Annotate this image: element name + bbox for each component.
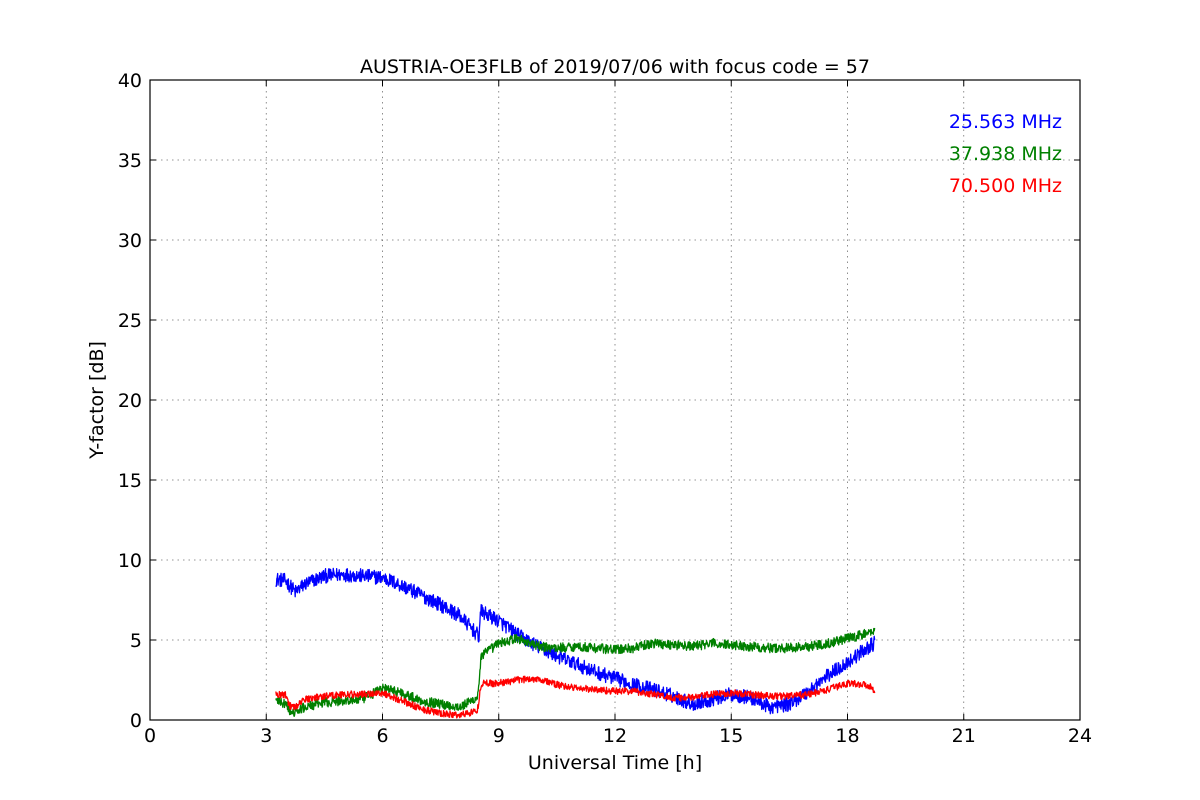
legend: 25.563 MHz 37.938 MHz 70.500 MHz [949, 111, 1062, 197]
y-tick-label: 10 [118, 550, 142, 572]
y-tick-label: 25 [118, 310, 142, 332]
series-layer [275, 567, 876, 719]
y-tick-label: 40 [118, 70, 142, 92]
x-tick-label: 0 [144, 725, 156, 747]
y-tick-label: 0 [130, 710, 142, 732]
x-tick-label: 3 [260, 725, 272, 747]
x-tick-label: 9 [493, 725, 505, 747]
legend-entry-1: 37.938 MHz [949, 143, 1062, 165]
grid-layer [150, 80, 1080, 720]
y-tick-label: 35 [118, 150, 142, 172]
y-tick-label: 30 [118, 230, 142, 252]
x-tick-label: 18 [835, 725, 859, 747]
y-tick-label: 20 [118, 390, 142, 412]
legend-entry-2: 70.500 MHz [949, 175, 1062, 197]
x-tick-label: 12 [603, 725, 627, 747]
series-line-1 [275, 627, 876, 717]
legend-entry-0: 25.563 MHz [949, 111, 1062, 133]
chart-title: AUSTRIA-OE3FLB of 2019/07/06 with focus … [360, 56, 870, 78]
x-axis-label: Universal Time [h] [528, 752, 702, 774]
tick-layer: 0 3 6 9 12 15 18 21 24 0 5 10 15 20 25 30 35 40 [118, 70, 1092, 747]
y-tick-label: 5 [130, 630, 142, 652]
x-tick-label: 24 [1068, 725, 1092, 747]
y-tick-label: 15 [118, 470, 142, 492]
x-tick-label: 21 [952, 725, 976, 747]
y-axis-label: Y-factor [dB] [86, 341, 108, 460]
x-tick-label: 6 [376, 725, 388, 747]
series-line-2 [275, 675, 876, 719]
series-line-0 [275, 567, 876, 715]
x-tick-label: 15 [719, 725, 743, 747]
